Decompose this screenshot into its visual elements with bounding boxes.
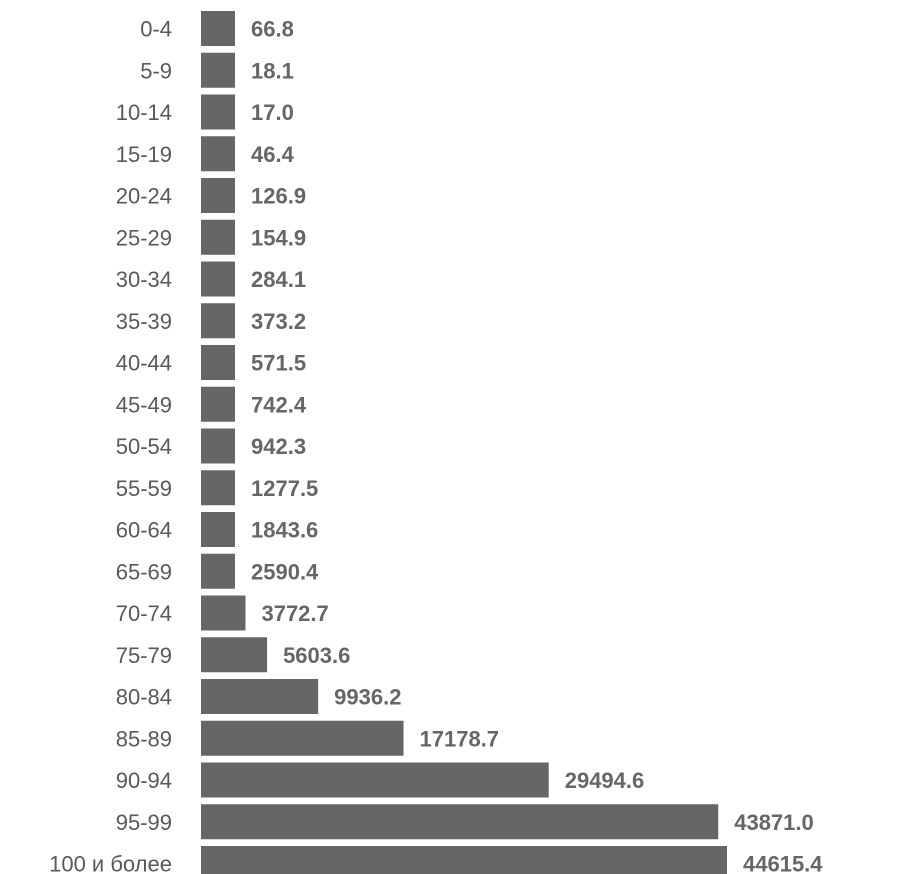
bar-85-89 [201,720,404,756]
value-label: 1843.6 [251,518,318,543]
value-label: 373.2 [251,309,306,334]
value-label: 3772.7 [261,601,328,626]
bar-90-94 [201,762,549,798]
value-label: 1277.5 [251,476,318,501]
category-label: 15-19 [116,142,172,167]
category-label: 50-54 [116,434,172,459]
bar-95-99 [201,804,719,840]
bar-65-69 [201,553,235,589]
bar-45-49 [201,386,235,422]
bar-50-54 [201,428,235,464]
category-label: 30-34 [116,267,172,292]
value-label: 17.0 [251,100,294,125]
category-label: 45-49 [116,392,172,417]
category-label: 85-89 [116,726,172,751]
value-label: 66.8 [251,17,294,42]
value-labels-group: 66.8 18.1 17.0 46.4 126.9 154.9 284.1 373.2 571.… [251,17,823,874]
category-label: 70-74 [116,601,172,626]
bar-10-14 [201,94,235,130]
value-label: 742.4 [251,392,307,417]
value-label: 43871.0 [734,810,814,835]
category-label: 10-14 [116,100,172,125]
value-label: 17178.7 [420,726,500,751]
value-label: 571.5 [251,351,306,376]
value-label: 5603.6 [283,643,350,668]
value-label: 2590.4 [251,559,319,584]
category-labels-group: 0-4 5-9 10-14 15-19 20-24 25-29 30-34 35-39 40-4… [49,17,172,874]
bars-group [201,11,727,874]
category-label: 65-69 [116,559,172,584]
category-label: 25-29 [116,225,172,250]
category-label: 90-94 [116,768,172,793]
value-label: 154.9 [251,225,306,250]
bar-30-34 [201,261,235,297]
bar-55-59 [201,470,235,506]
category-label: 5-9 [140,58,172,83]
value-label: 284.1 [251,267,306,292]
category-label: 60-64 [116,518,172,543]
category-label: 40-44 [116,351,172,376]
value-label: 942.3 [251,434,306,459]
bar-15-19 [201,136,235,172]
bar-100-и-более [201,846,727,874]
value-label: 126.9 [251,184,306,209]
category-label: 100 и более [49,852,172,874]
category-label: 20-24 [116,184,172,209]
bar-35-39 [201,303,235,339]
value-label: 18.1 [251,58,294,83]
category-label: 55-59 [116,476,172,501]
bar-25-29 [201,219,235,255]
bar-75-79 [201,637,268,673]
bar-0-4 [201,11,235,46]
value-label: 29494.6 [565,768,645,793]
category-label: 75-79 [116,643,172,668]
bar-40-44 [201,345,235,380]
value-label: 44615.4 [743,852,823,874]
bar-70-74 [201,595,246,631]
bar-5-9 [201,52,235,88]
value-label: 9936.2 [334,685,401,710]
category-label: 0-4 [140,17,172,42]
category-label: 80-84 [116,685,172,710]
value-label: 46.4 [251,142,295,167]
category-label: 35-39 [116,309,172,334]
bar-60-64 [201,512,235,547]
bar-20-24 [201,178,235,213]
category-label: 95-99 [116,810,172,835]
bar-80-84 [201,679,319,714]
